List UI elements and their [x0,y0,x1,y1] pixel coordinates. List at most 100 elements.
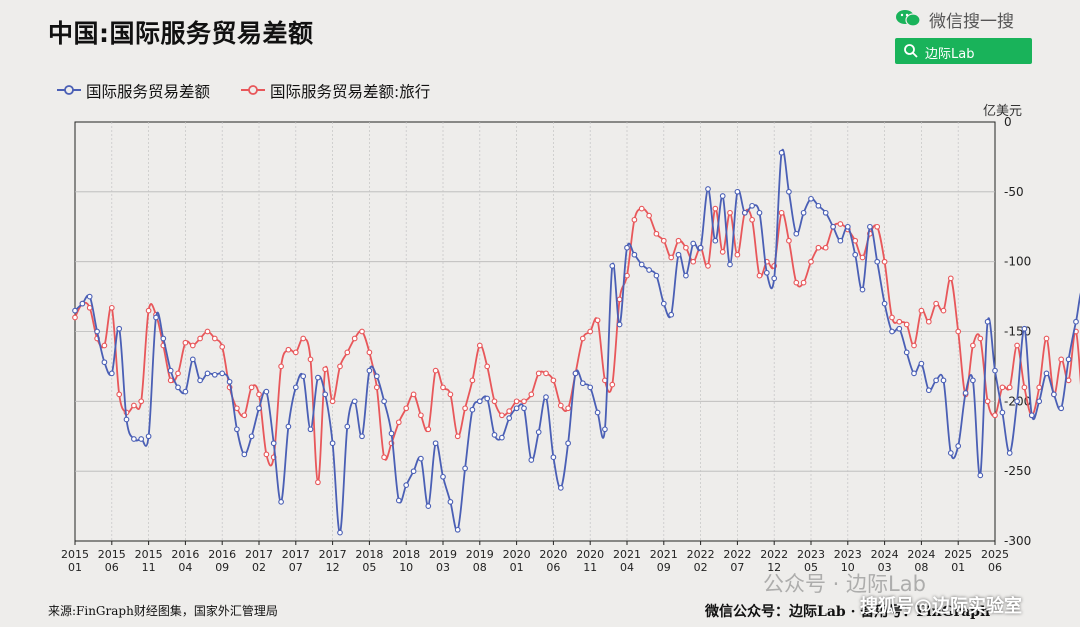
data-point-total [705,186,711,192]
data-point-travel [418,412,424,419]
data-point-total [189,356,196,363]
x-tick-label-year: 2024 [871,548,899,561]
data-point-travel [138,398,145,405]
data-point-total [756,209,763,216]
x-tick-label-year: 2025 [981,548,1009,561]
data-point-total [484,395,491,402]
x-tick-label-month: 06 [546,561,560,574]
data-point-total [697,244,704,251]
data-point-travel [543,370,549,377]
data-point-travel [263,451,270,458]
data-point-travel [344,349,351,356]
data-point-travel [278,363,284,370]
data-point-travel [808,258,814,265]
data-point-total [653,272,660,279]
data-point-travel [329,398,336,405]
data-point-total [270,440,277,447]
data-point-travel [506,408,513,414]
x-tick-label-year: 2022 [723,548,751,561]
data-point-travel [631,216,638,223]
data-point-total [712,237,719,244]
x-tick-label-month: 02 [694,561,708,574]
data-point-total [395,497,402,504]
data-point-travel [175,370,181,377]
data-point-total [624,244,630,251]
data-point-total [160,335,167,342]
data-point-total [638,261,645,268]
data-point-total [903,349,910,356]
data-point-total [911,370,917,377]
data-point-travel [712,205,719,212]
data-point-total [116,325,123,332]
x-tick-label-year: 2018 [355,548,383,561]
x-tick-label-year: 2019 [429,548,457,561]
legend-label-total: 国际服务贸易差额 [86,83,211,101]
wechat-search-label: 微信搜一搜 [929,12,1014,32]
data-point-travel [984,398,991,405]
data-point-total [278,499,284,505]
x-tick-label-year: 2021 [613,548,641,561]
x-tick-label-month: 07 [289,561,303,574]
data-point-travel [447,391,454,398]
wechat-search-button[interactable]: 边际Lab [895,38,1032,64]
x-tick-label-year: 2016 [208,548,236,561]
data-point-travel [322,366,329,373]
data-point-total [292,384,299,391]
data-point-travel [204,328,211,335]
data-point-travel [528,391,535,398]
data-point-travel [616,296,623,303]
x-tick-label-month: 05 [804,561,818,574]
data-point-total [153,314,159,321]
data-point-travel [903,321,910,328]
data-point-total [285,423,292,430]
data-point-total [432,440,439,447]
data-point-travel [248,384,255,391]
data-point-total [984,318,991,325]
x-tick-label-year: 2025 [944,548,972,561]
x-tick-label-year: 2021 [650,548,678,561]
x-tick-label-year: 2017 [245,548,273,561]
data-point-total [315,374,321,381]
data-point-travel [778,209,785,216]
legend-marker-blue-icon [57,85,81,95]
data-point-total [462,465,468,472]
data-point-total [925,387,932,394]
data-point-total [1051,391,1057,398]
data-point-total [616,321,623,328]
data-point-total [175,384,181,391]
data-point-total [992,367,998,374]
data-point-total [822,209,829,216]
data-point-total [499,434,505,441]
data-point-total [602,426,608,433]
data-point-total [418,455,424,462]
data-point-total [476,398,483,405]
data-point-total [167,367,174,374]
data-point-total [226,378,233,385]
data-point-travel [940,307,947,314]
chart-title: 中国:国际服务贸易差额 [48,19,314,48]
data-point-travel [925,318,932,325]
data-point-travel [359,328,365,335]
data-point-total [344,423,351,430]
data-point-total [425,503,432,509]
data-point-total [557,485,564,491]
x-tick-label-month: 04 [178,561,192,574]
data-point-travel [484,363,491,370]
x-tick-label-year: 2019 [466,548,494,561]
data-point-travel [660,237,667,244]
data-point-travel [933,300,939,307]
x-tick-label-year: 2017 [282,548,310,561]
data-point-total [565,440,571,447]
data-point-total [521,405,527,412]
data-point-travel [1036,384,1043,391]
data-point-total [410,468,417,475]
data-point-travel [432,367,439,374]
data-point-total [933,377,939,384]
data-point-total [1028,412,1035,419]
data-point-travel [285,346,292,353]
data-point-travel [557,402,564,409]
wechat-search-header[interactable]: 微信搜一搜 [895,6,1045,32]
data-point-travel [476,342,483,349]
data-point-travel [513,398,520,405]
y-tick-label: -250 [1004,464,1031,478]
